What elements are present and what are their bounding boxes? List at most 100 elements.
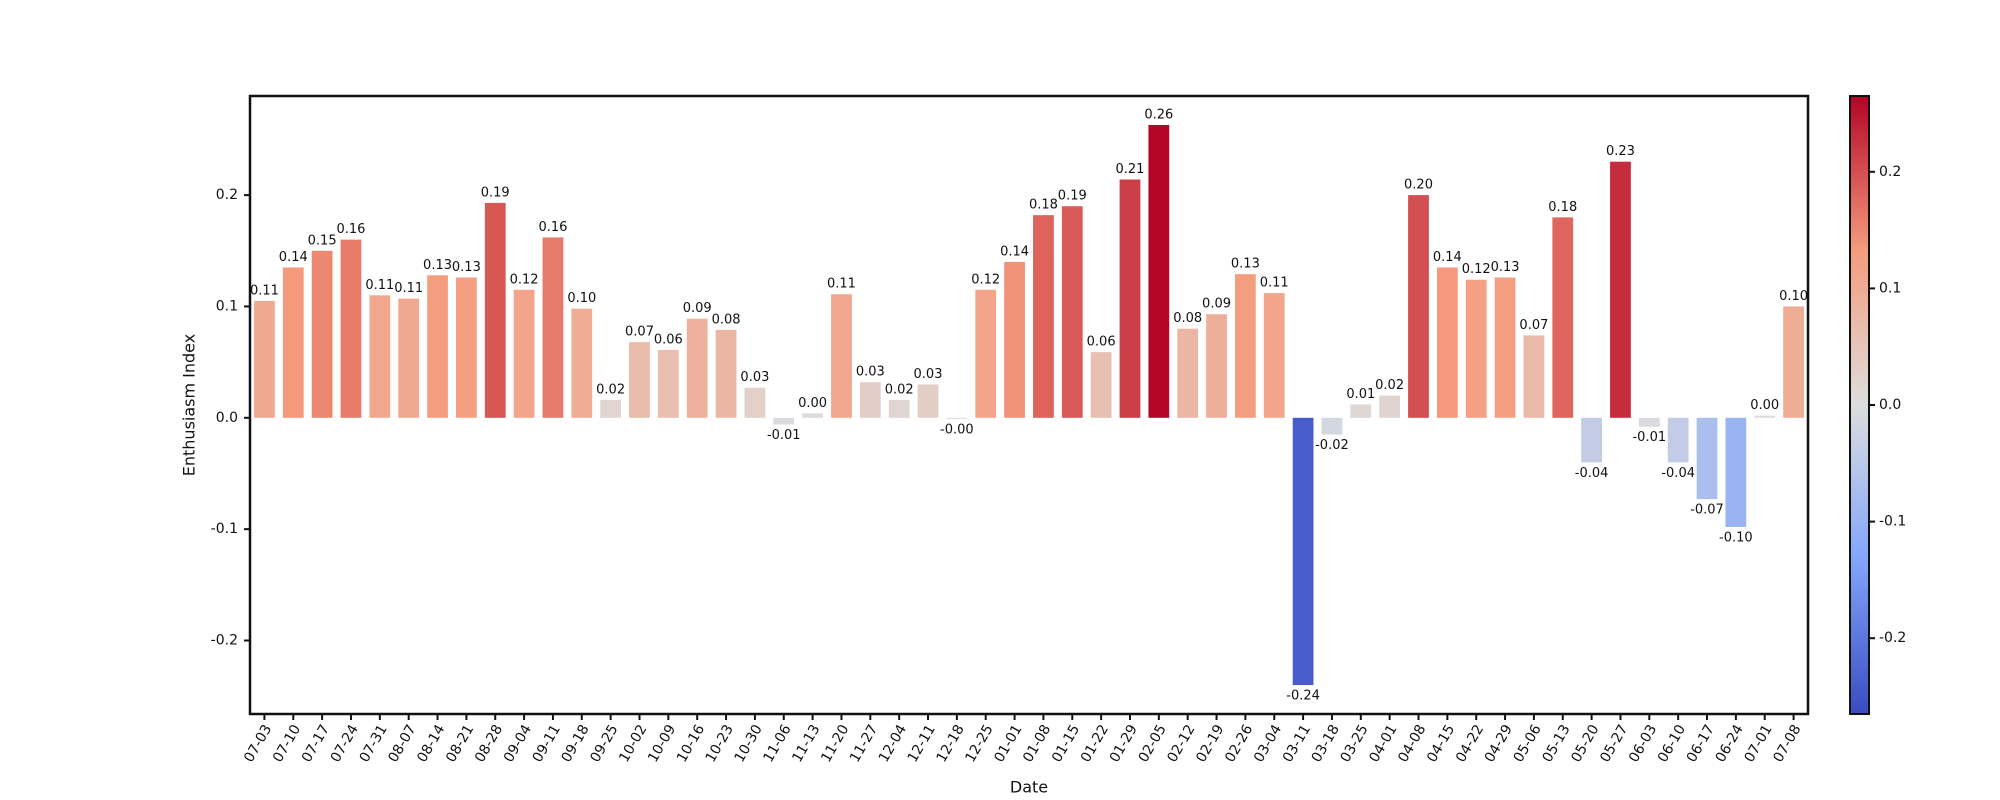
x-tick-label: 06-17 (1684, 722, 1718, 765)
bar (888, 399, 910, 418)
value-label: 0.19 (481, 185, 510, 200)
value-label: 0.06 (654, 332, 683, 347)
x-tick-label: 10-09 (645, 722, 679, 765)
x-tick-label: 10-02 (616, 722, 650, 765)
bar (1783, 306, 1804, 418)
bar (311, 250, 333, 418)
x-axis-title: Date (1010, 778, 1048, 797)
value-label: -0.01 (767, 428, 801, 443)
value-label: 0.10 (1779, 289, 1808, 304)
x-tick-label: 01-22 (1078, 722, 1112, 765)
bar (571, 308, 593, 418)
y-tick-label: -0.2 (211, 633, 238, 649)
value-label: 0.11 (1260, 276, 1289, 291)
bar (859, 382, 881, 418)
value-label: 0.08 (1173, 311, 1202, 326)
bar (773, 417, 795, 425)
x-tick-label: 03-04 (1251, 722, 1285, 765)
bar (629, 342, 650, 418)
x-tick-label: 10-23 (703, 722, 737, 765)
x-tick-label: 04-15 (1424, 722, 1458, 765)
colorbar-tick-label: -0.2 (1879, 630, 1906, 646)
bar (715, 329, 737, 418)
x-tick-label: 05-27 (1597, 722, 1631, 765)
value-label: 0.26 (1144, 107, 1173, 122)
x-tick-label: 05-06 (1511, 722, 1545, 765)
value-label: 0.11 (827, 277, 856, 292)
x-tick-label: 12-25 (962, 722, 996, 765)
value-label: 0.14 (279, 250, 308, 265)
x-tick-label: 03-25 (1338, 722, 1372, 765)
value-label: 0.01 (1346, 387, 1375, 402)
x-tick-label: 08-21 (443, 722, 477, 765)
value-label: 0.00 (798, 396, 827, 411)
bar (1321, 417, 1343, 435)
value-label: 0.13 (452, 260, 481, 275)
x-tick-label: 11-13 (789, 722, 823, 765)
bar (282, 267, 304, 418)
colorbar (1849, 95, 1870, 715)
bar (1379, 395, 1401, 418)
x-tick-label: 08-28 (472, 722, 506, 765)
colorbar-tick-label: 0.0 (1879, 397, 1901, 413)
x-tick-label: 11-06 (760, 722, 794, 765)
y-tick-label: 0.2 (216, 187, 238, 203)
x-tick-label: 01-08 (1020, 722, 1054, 765)
x-tick-label: 12-04 (876, 722, 910, 765)
value-label: 0.08 (712, 312, 741, 327)
bar (1494, 277, 1516, 418)
value-label: -0.10 (1719, 530, 1753, 545)
bar (600, 399, 622, 418)
value-label: 0.16 (538, 220, 567, 235)
x-tick-label: 02-19 (1193, 722, 1227, 765)
value-label: -0.07 (1690, 503, 1724, 518)
x-tick-label: 02-05 (1136, 722, 1170, 765)
bar (1148, 124, 1170, 418)
bar (456, 277, 477, 418)
x-tick-label: 07-03 (241, 722, 275, 765)
value-label: -0.00 (940, 422, 974, 437)
value-label: 0.07 (1519, 318, 1548, 333)
x-tick-label: 04-08 (1395, 722, 1429, 765)
y-tick-label: -0.1 (211, 521, 238, 537)
x-tick-label: 05-20 (1568, 722, 1602, 765)
y-tick-label: 0.1 (216, 298, 238, 314)
value-label: 0.02 (596, 382, 625, 397)
value-label: 0.12 (971, 272, 1000, 287)
bar (1581, 417, 1602, 463)
bar (484, 202, 506, 418)
bar (398, 298, 420, 418)
x-tick-label: 01-15 (1049, 722, 1083, 765)
bar (686, 318, 708, 418)
x-tick-label: 04-29 (1482, 722, 1516, 765)
bar (1465, 279, 1487, 418)
value-label: 0.14 (1000, 244, 1029, 259)
bar (1436, 267, 1458, 418)
x-tick-label: 09-18 (559, 722, 593, 765)
value-label: 0.18 (1029, 198, 1058, 213)
value-label: 0.13 (423, 258, 452, 273)
bar (831, 294, 852, 418)
x-tick-label: 04-22 (1453, 722, 1487, 765)
value-label: 0.14 (1433, 250, 1462, 265)
bar (513, 289, 535, 418)
value-label: 0.18 (1548, 200, 1577, 215)
bar (657, 349, 679, 418)
bar (542, 237, 564, 418)
x-tick-label: 01-29 (1107, 722, 1141, 765)
value-label: 0.06 (1087, 335, 1116, 350)
bar (1696, 417, 1718, 500)
bar (1061, 206, 1083, 418)
bar (1408, 195, 1429, 418)
value-label: 0.12 (510, 272, 539, 287)
value-label: -0.04 (1661, 466, 1695, 481)
x-tick-label: 07-17 (299, 722, 333, 765)
bar (1638, 417, 1660, 427)
x-tick-label: 08-07 (385, 722, 419, 765)
colorbar-tick-label: 0.2 (1879, 164, 1901, 180)
bar (1552, 217, 1574, 418)
value-label: 0.11 (394, 281, 423, 296)
x-tick-label: 02-12 (1164, 722, 1198, 765)
value-label: 0.02 (1375, 378, 1404, 393)
